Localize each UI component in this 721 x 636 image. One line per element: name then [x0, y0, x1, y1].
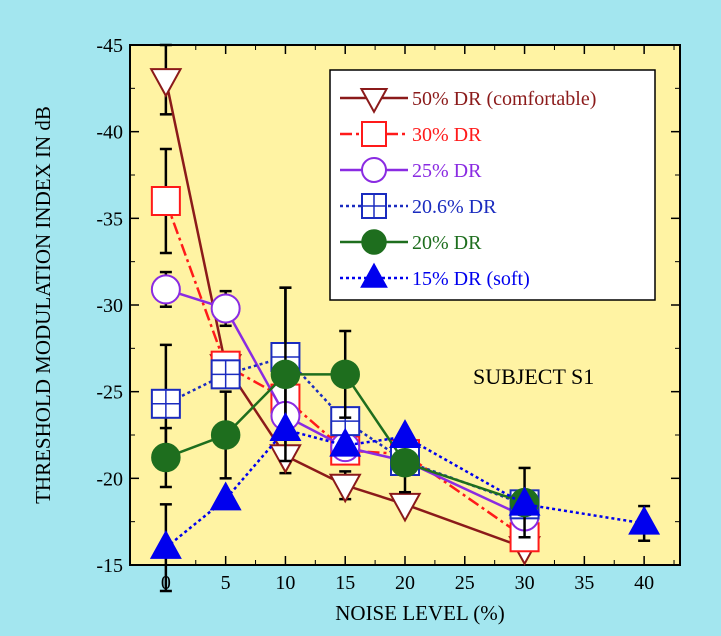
legend-marker	[359, 88, 389, 114]
legend-box	[329, 69, 656, 301]
legend-label: 50% DR (comfortable)	[412, 88, 596, 110]
legend-label: 20% DR	[412, 232, 482, 254]
legend-entry: 30% DR	[340, 121, 482, 147]
y-tick-label: -45	[96, 35, 123, 57]
data-point	[328, 473, 362, 504]
y-tick-label: -15	[96, 555, 123, 577]
legend-entry: 20.6% DR	[340, 193, 497, 219]
axis-ticks: 0510152025303540-45-40-35-30-25-20-15	[96, 35, 680, 594]
legend-label: 15% DR (soft)	[412, 268, 530, 290]
data-point	[210, 293, 241, 324]
x-tick-label: 20	[395, 572, 415, 594]
legend: 50% DR (comfortable) 30% DR 25% DR 20.6% DR…	[329, 69, 656, 301]
data-point	[508, 486, 541, 516]
legend-marker	[360, 262, 388, 288]
data-point	[390, 447, 420, 478]
y-tick-label: -25	[96, 382, 123, 404]
data-point	[149, 68, 183, 98]
data-point	[330, 359, 360, 390]
data-point	[150, 274, 181, 305]
data-point	[628, 505, 661, 535]
legend-label: 20.6% DR	[412, 196, 497, 218]
x-tick-label: 25	[455, 572, 475, 594]
y-axis-title: THRESHOLD MODULATION INDEX IN dB	[31, 106, 55, 504]
data-point	[149, 530, 182, 559]
y-tick-label: -30	[96, 295, 123, 317]
y-tick-label: -40	[96, 122, 123, 144]
x-tick-label: 35	[574, 572, 594, 594]
data-point	[209, 481, 242, 511]
data-point	[210, 420, 241, 450]
legend-label: 30% DR	[412, 124, 482, 146]
data-point	[388, 492, 422, 523]
legend-marker	[361, 157, 387, 183]
legend-entry: 25% DR	[340, 157, 482, 183]
x-tick-label: 5	[221, 572, 231, 594]
data-point	[151, 442, 181, 473]
series-line	[164, 200, 526, 539]
data-point	[270, 359, 301, 390]
legend-entry: 15% DR (soft)	[340, 262, 530, 290]
chart-annotation: SUBJECT S1	[473, 364, 594, 389]
data-point	[150, 186, 181, 216]
y-tick-label: -35	[96, 208, 123, 230]
y-tick-label: -20	[96, 468, 123, 490]
legend-entry: 20% DR	[340, 229, 482, 255]
x-tick-label: 30	[515, 572, 535, 594]
legend-entry: 50% DR (comfortable)	[340, 88, 596, 114]
legend-label: 25% DR	[412, 160, 482, 182]
legend-marker	[361, 121, 387, 147]
x-tick-label: 40	[634, 572, 654, 594]
x-tick-label: 10	[275, 572, 295, 594]
x-tick-label: 15	[335, 572, 355, 594]
data-point	[329, 427, 362, 457]
series-layer	[149, 43, 661, 593]
legend-marker	[361, 229, 387, 255]
data-point	[389, 419, 421, 448]
data-point	[269, 412, 302, 442]
x-axis-title: NOISE LEVEL (%)	[335, 601, 505, 625]
series-6	[149, 412, 661, 593]
